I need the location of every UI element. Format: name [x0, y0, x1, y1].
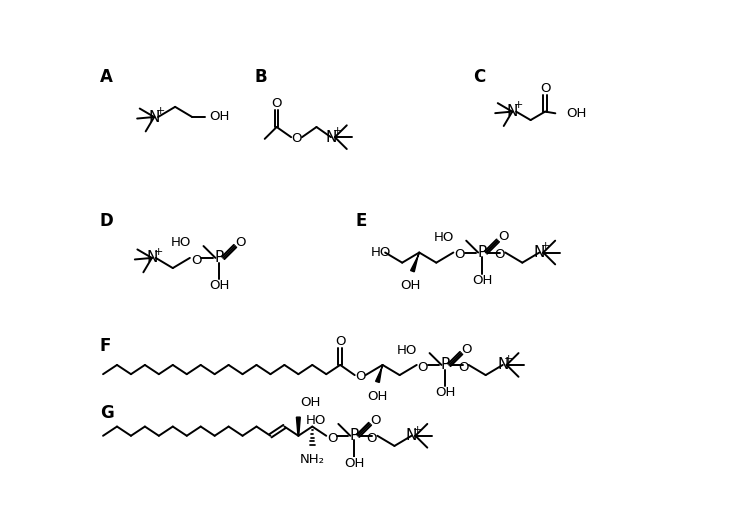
Text: P: P	[478, 245, 487, 260]
Text: E: E	[356, 212, 367, 230]
Text: OH: OH	[400, 279, 420, 292]
Text: O: O	[367, 431, 377, 445]
Text: O: O	[461, 343, 472, 356]
Text: N: N	[534, 245, 545, 260]
Text: N: N	[326, 130, 337, 145]
Text: O: O	[291, 132, 302, 145]
Text: O: O	[498, 230, 508, 243]
Text: C: C	[473, 68, 486, 86]
Text: +: +	[504, 354, 514, 364]
Text: +: +	[332, 126, 342, 136]
Text: OH: OH	[344, 457, 364, 470]
Text: +: +	[413, 425, 422, 435]
Text: O: O	[327, 431, 338, 445]
Text: +: +	[541, 241, 550, 251]
Text: OH: OH	[368, 389, 388, 403]
Polygon shape	[376, 365, 383, 382]
Text: O: O	[190, 254, 201, 267]
Text: O: O	[335, 336, 346, 348]
Text: +: +	[514, 101, 523, 110]
Text: OH: OH	[209, 110, 230, 124]
Text: G: G	[100, 404, 114, 422]
Text: +: +	[154, 247, 163, 256]
Text: P: P	[214, 250, 224, 265]
Text: OH: OH	[301, 397, 321, 409]
Text: HO: HO	[305, 415, 326, 427]
Text: O: O	[494, 248, 505, 261]
Text: O: O	[355, 370, 365, 383]
Text: NH₂: NH₂	[300, 453, 325, 466]
Text: B: B	[255, 68, 268, 86]
Text: O: O	[540, 82, 550, 95]
Text: P: P	[441, 358, 450, 372]
Text: O: O	[418, 361, 428, 374]
Text: HO: HO	[371, 246, 392, 259]
Text: HO: HO	[433, 231, 454, 244]
Text: N: N	[497, 358, 508, 372]
Text: OH: OH	[435, 386, 455, 399]
Text: HO: HO	[397, 344, 417, 357]
Text: O: O	[454, 248, 465, 261]
Text: OH: OH	[209, 279, 230, 292]
Text: D: D	[100, 212, 114, 230]
Text: O: O	[370, 413, 381, 427]
Text: F: F	[100, 337, 111, 355]
Text: A: A	[100, 68, 112, 86]
Text: N: N	[506, 104, 518, 119]
Text: P: P	[350, 428, 358, 443]
Text: O: O	[458, 361, 469, 374]
Text: OH: OH	[472, 274, 492, 287]
Polygon shape	[296, 417, 300, 436]
Text: HO: HO	[171, 235, 191, 249]
Text: N: N	[146, 250, 158, 265]
Text: O: O	[236, 235, 246, 249]
Text: O: O	[272, 97, 282, 110]
Polygon shape	[410, 252, 420, 272]
Text: N: N	[406, 428, 417, 443]
Text: +: +	[156, 106, 165, 116]
Text: N: N	[148, 109, 160, 125]
Text: OH: OH	[566, 107, 586, 120]
